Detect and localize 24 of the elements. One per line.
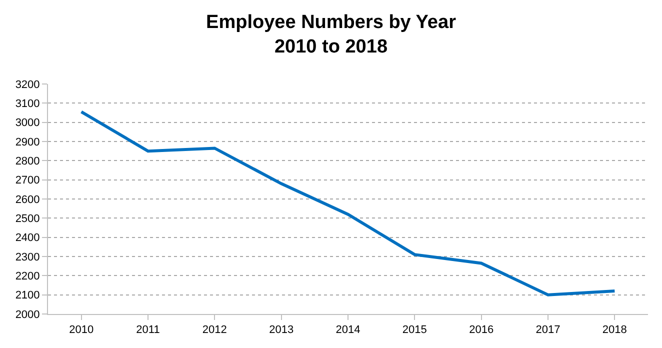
y-tick-label: 2100 bbox=[15, 290, 40, 302]
x-tick-label: 2015 bbox=[402, 324, 427, 336]
y-tick-label: 2600 bbox=[15, 194, 40, 206]
y-tick-label: 2300 bbox=[15, 251, 40, 264]
y-tick-label: 2200 bbox=[15, 270, 40, 283]
x-tick-label: 2010 bbox=[69, 324, 94, 336]
y-tick-label: 2000 bbox=[15, 308, 40, 321]
x-tick-label: 2016 bbox=[469, 324, 494, 336]
x-tick-label: 2013 bbox=[269, 324, 294, 336]
line-series bbox=[80, 110, 616, 296]
y-tick-label: 3100 bbox=[15, 98, 40, 110]
x-tick-label: 2012 bbox=[202, 324, 227, 336]
y-tick-label: 2400 bbox=[15, 232, 40, 244]
y-tick-label: 3000 bbox=[15, 117, 40, 130]
y-tick-label: 2700 bbox=[15, 174, 40, 187]
y-tick-label: 3200 bbox=[15, 78, 40, 91]
y-tick-label: 2900 bbox=[15, 136, 40, 148]
x-tick-label: 2018 bbox=[602, 324, 627, 336]
y-tick-label: 2800 bbox=[15, 156, 40, 168]
x-tick-label: 2011 bbox=[136, 324, 160, 336]
x-tick-label: 2017 bbox=[536, 324, 560, 336]
chart-title: Employee Numbers by Year 2010 to 2018 bbox=[206, 12, 457, 58]
y-tick-label: 2500 bbox=[15, 213, 40, 226]
x-tick-label: 2014 bbox=[336, 324, 360, 336]
